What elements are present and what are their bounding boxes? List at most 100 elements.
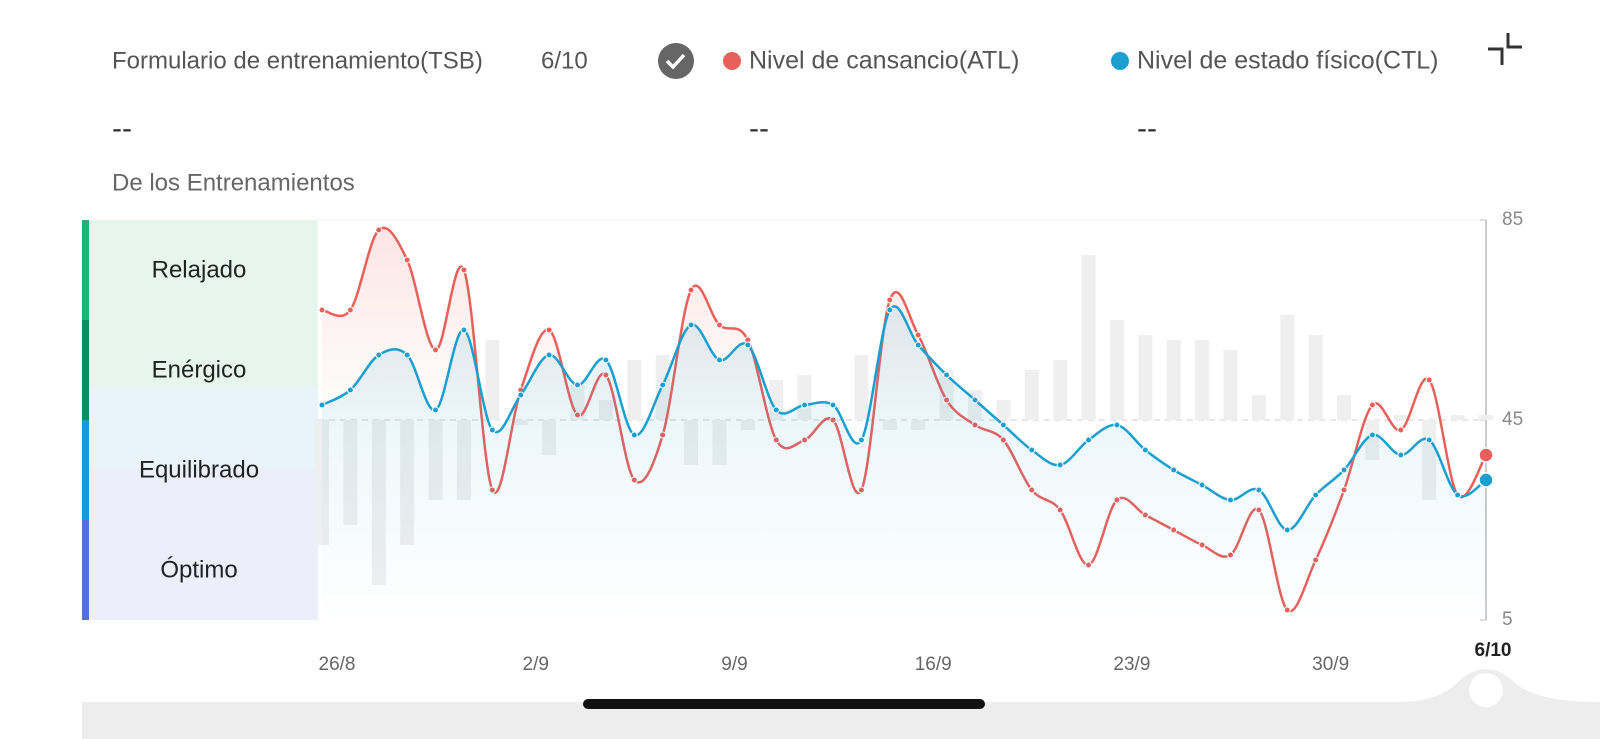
y-tick-label: 85 bbox=[1502, 209, 1523, 230]
point bbox=[1425, 436, 1433, 444]
x-tick-label: 26/8 bbox=[319, 654, 356, 675]
zone-strip bbox=[82, 220, 89, 320]
bar bbox=[1024, 370, 1039, 420]
point bbox=[943, 371, 951, 379]
point bbox=[715, 356, 723, 364]
atl-legend-dot bbox=[723, 52, 741, 70]
point bbox=[1478, 472, 1494, 488]
bar bbox=[996, 400, 1011, 420]
point bbox=[545, 326, 553, 334]
point bbox=[375, 226, 383, 234]
point bbox=[488, 426, 496, 434]
point bbox=[1283, 526, 1291, 534]
bar bbox=[1166, 340, 1181, 420]
tsb-legend[interactable]: Formulario de entrenamiento(TSB) bbox=[112, 47, 483, 74]
x-tick-label: 30/9 bbox=[1312, 654, 1349, 675]
point bbox=[659, 381, 667, 389]
y-tick-label: 5 bbox=[1502, 609, 1513, 630]
bar bbox=[1450, 415, 1465, 420]
point bbox=[687, 321, 695, 329]
point bbox=[1368, 431, 1376, 439]
bar bbox=[1337, 395, 1352, 420]
point bbox=[432, 406, 440, 414]
point bbox=[1085, 436, 1093, 444]
point bbox=[1340, 466, 1348, 474]
point bbox=[772, 406, 780, 414]
point bbox=[602, 356, 610, 364]
point bbox=[801, 401, 809, 409]
point bbox=[432, 346, 440, 354]
zone-bg bbox=[82, 388, 318, 468]
bar bbox=[854, 355, 869, 420]
bar bbox=[1280, 315, 1295, 420]
bar bbox=[1195, 340, 1210, 420]
point bbox=[403, 256, 411, 264]
x-tick-label: 6/10 bbox=[1475, 640, 1512, 661]
point bbox=[1056, 461, 1064, 469]
scroll-knob[interactable] bbox=[1469, 673, 1503, 707]
point bbox=[857, 436, 865, 444]
point bbox=[687, 286, 695, 294]
point bbox=[971, 396, 979, 404]
ctl-value: -- bbox=[1137, 112, 1157, 145]
home-indicator bbox=[583, 699, 985, 709]
point bbox=[1198, 481, 1206, 489]
bar bbox=[1138, 335, 1153, 420]
bar bbox=[1081, 255, 1096, 420]
bar bbox=[1053, 360, 1068, 420]
tsb-value: -- bbox=[112, 112, 132, 145]
knob-bump bbox=[1400, 669, 1600, 739]
bar bbox=[1251, 395, 1266, 420]
point bbox=[574, 381, 582, 389]
point bbox=[403, 351, 411, 359]
zone-bg bbox=[82, 468, 318, 620]
point bbox=[914, 331, 922, 339]
check-mark bbox=[665, 53, 686, 70]
bar bbox=[1109, 320, 1124, 420]
point bbox=[1425, 376, 1433, 384]
bar bbox=[1479, 415, 1493, 420]
atl-value: -- bbox=[749, 112, 769, 145]
point bbox=[1454, 491, 1462, 499]
point bbox=[1255, 486, 1263, 494]
point bbox=[375, 351, 383, 359]
ctl-legend[interactable]: Nivel de estado físico(CTL) bbox=[1137, 47, 1439, 75]
check-icon[interactable] bbox=[658, 43, 694, 79]
zone-bg bbox=[82, 220, 318, 388]
area bbox=[322, 306, 1486, 620]
zone-label: Relajado bbox=[152, 256, 247, 283]
y-tick-label: 45 bbox=[1502, 409, 1523, 430]
collapse-icon[interactable] bbox=[1488, 33, 1522, 65]
point bbox=[914, 341, 922, 349]
point bbox=[1478, 447, 1494, 463]
zone-strip bbox=[82, 320, 89, 420]
point bbox=[1397, 451, 1405, 459]
bar bbox=[485, 340, 500, 420]
zone-label: Óptimo bbox=[160, 556, 237, 583]
zone-label: Equilibrado bbox=[139, 456, 259, 483]
point bbox=[1397, 426, 1405, 434]
point bbox=[318, 306, 326, 314]
point bbox=[1170, 466, 1178, 474]
point bbox=[1028, 446, 1036, 454]
point bbox=[318, 401, 326, 409]
point bbox=[744, 341, 752, 349]
x-tick-label: 16/9 bbox=[915, 654, 952, 675]
bar bbox=[1308, 335, 1323, 420]
atl-legend[interactable]: Nivel de cansancio(ATL) bbox=[749, 47, 1019, 75]
x-tick-label: 23/9 bbox=[1113, 654, 1150, 675]
subtitle: De los Entrenamientos bbox=[112, 169, 355, 196]
x-tick-label: 2/9 bbox=[523, 654, 549, 675]
bar bbox=[1393, 415, 1408, 420]
zone-strip bbox=[82, 420, 89, 520]
zone-label: Enérgico bbox=[152, 356, 247, 383]
point bbox=[1226, 496, 1234, 504]
point bbox=[460, 266, 468, 274]
point bbox=[829, 401, 837, 409]
zone-strip bbox=[82, 520, 89, 620]
bar bbox=[1223, 350, 1238, 420]
x-tick-label: 9/9 bbox=[721, 654, 747, 675]
point bbox=[1113, 421, 1121, 429]
point bbox=[1368, 401, 1376, 409]
point bbox=[630, 431, 638, 439]
